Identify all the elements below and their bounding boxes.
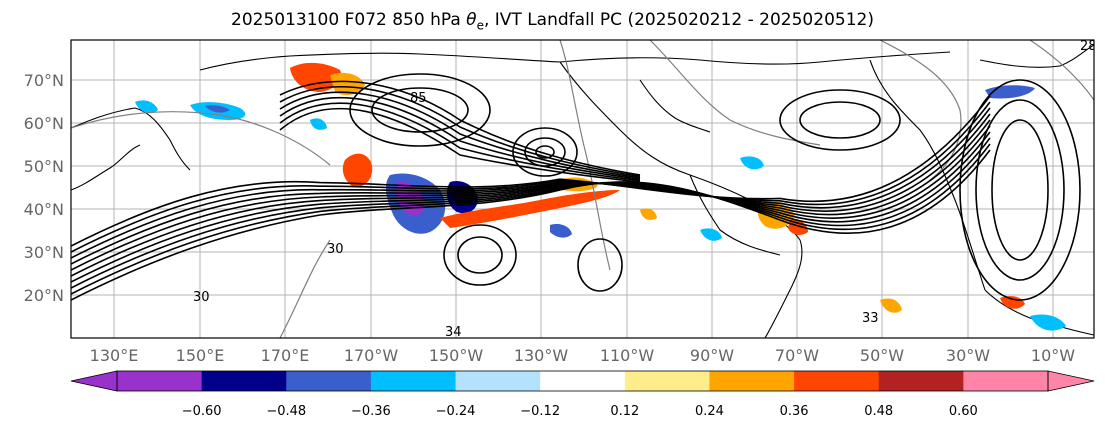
colorbar-tick-label: 0.60: [949, 404, 978, 419]
lon-label: 130°E: [90, 346, 139, 365]
colorbar-segment: [370, 371, 457, 391]
theta-e-contour: [71, 149, 991, 301]
negative-light-fill: [700, 228, 722, 241]
theta-e-contour: [279, 102, 641, 182]
contour-label: 30: [327, 242, 344, 257]
colorbar-tick-label: −0.60: [182, 404, 222, 419]
lon-label: 50°W: [860, 346, 904, 365]
theta-e-contour: [279, 86, 641, 178]
lon-label: 130°W: [514, 346, 569, 365]
theta-e-contour: [279, 80, 641, 176]
negative-mid-fill: [205, 105, 230, 113]
lon-label: 90°W: [690, 346, 734, 365]
colorbar: −0.60 −0.48 −0.36 −0.24 −0.12 0.12 0.24 0.36 0.4…: [70, 370, 1095, 419]
lon-label: 10°W: [1031, 346, 1075, 365]
lat-label: 20°N: [24, 286, 64, 305]
colorbar-segment: [709, 371, 795, 391]
latitude-labels: 70°N 60°N 50°N 40°N 30°N 20°N: [24, 71, 64, 305]
lon-label: 150°E: [176, 346, 225, 365]
lon-label: 70°W: [775, 346, 819, 365]
positive-mid-fill: [640, 208, 657, 220]
title-suffix: , IVT Landfall PC (2025020212 - 20250205…: [483, 10, 874, 30]
lat-label: 40°N: [24, 200, 64, 219]
colorbar-segment: [455, 371, 541, 391]
colorbar-segment: [794, 371, 880, 391]
theta-e-contour: [71, 101, 991, 253]
positive-strong-fill: [788, 219, 808, 235]
positive-strong-fill: [342, 153, 373, 187]
theta-e-contour: [71, 131, 991, 283]
colorbar-segment: [117, 371, 203, 391]
colorbar-tick-label: 0.36: [780, 404, 809, 419]
colorbar-tick-label: 0.24: [695, 404, 724, 419]
theta-e-contour: [279, 97, 641, 180]
colorbar-segment: [624, 371, 710, 391]
lon-label: 110°W: [600, 346, 655, 365]
theta-e-contour: [71, 107, 991, 259]
lon-label: 150°W: [429, 346, 484, 365]
colorbar-frame: [116, 370, 1049, 392]
positive-mid-fill: [330, 72, 365, 96]
theta-e-contours: [71, 73, 1081, 301]
positive-mid-fill: [880, 298, 902, 313]
theta-e-contour: [71, 143, 991, 295]
contour-label: 33: [862, 311, 879, 326]
colorbar-under-arrow: [70, 370, 118, 392]
lat-label: 30°N: [24, 243, 64, 262]
positive-strong-fill: [290, 62, 342, 92]
negative-mid-fill: [550, 224, 572, 238]
theta-subscript: e: [476, 18, 484, 33]
map-title: 2025013100 F072 850 hPa θe, IVT Landfall…: [0, 10, 1105, 32]
colorbar-segment: [201, 371, 287, 391]
map-panel: 28 85 30 34 33 30: [70, 39, 1097, 340]
contour-label: 85: [410, 91, 427, 106]
contour-label: 30: [193, 290, 210, 305]
longitude-labels: 130°E 150°E 170°E 170°W 150°W 130°W 110°…: [90, 346, 1076, 365]
negative-light-fill: [1030, 314, 1066, 331]
lat-label: 50°N: [24, 157, 64, 176]
theta-symbol: θ: [466, 10, 477, 30]
theta-e-contour: [71, 113, 991, 265]
theta-e-contour: [71, 119, 991, 271]
contour-label: 28: [1080, 39, 1097, 54]
lon-label: 170°W: [344, 346, 399, 365]
colorbar-segment: [540, 371, 626, 391]
negative-light-fill: [310, 118, 327, 130]
colorbar-tick-label: 0.12: [610, 404, 639, 419]
theta-e-contour: [71, 95, 991, 247]
lon-label: 30°W: [946, 346, 990, 365]
colorbar-segments: [117, 371, 1049, 391]
negative-light-fill: [135, 100, 158, 114]
colorbar-tick-label: −0.24: [436, 404, 476, 419]
colorbar-over-arrow: [1047, 370, 1095, 392]
colorbar-tick-label: 0.48: [864, 404, 893, 419]
colorbar-segment: [878, 371, 964, 391]
theta-e-contour: [71, 125, 991, 277]
negative-light-fill: [740, 156, 764, 170]
colorbar-tick-label: −0.36: [351, 404, 391, 419]
positive-strong-fill: [440, 190, 620, 228]
lat-label: 70°N: [24, 71, 64, 90]
theta-e-contour: [279, 91, 641, 179]
gray-contours: [71, 40, 1094, 338]
colorbar-segment: [963, 371, 1049, 391]
theta-e-contour: [71, 137, 991, 289]
contour-label: 34: [445, 325, 462, 340]
title-prefix: 2025013100 F072 850 hPa: [231, 10, 467, 30]
lat-label: 60°N: [24, 114, 64, 133]
colorbar-tick-label: −0.48: [266, 404, 306, 419]
map-frame: [70, 39, 1095, 339]
colorbar-tick-label: −0.12: [520, 404, 560, 419]
lon-label: 170°E: [261, 346, 310, 365]
theta-e-contour: [279, 107, 641, 183]
contour-labels: 28 85 30 34 33 30: [193, 39, 1097, 340]
colorbar-segment: [286, 371, 372, 391]
colorbar-ticks: −0.60 −0.48 −0.36 −0.24 −0.12 0.12 0.24 0.36 0.4…: [182, 404, 978, 419]
